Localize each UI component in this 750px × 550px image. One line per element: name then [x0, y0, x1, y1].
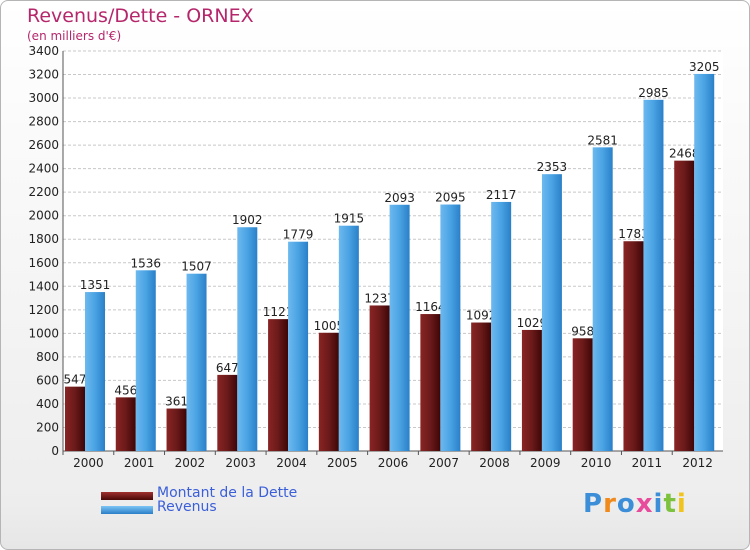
bar-dette-2004 — [268, 319, 289, 451]
bar-dette-2005 — [318, 332, 339, 451]
bar-dette-2003 — [217, 374, 238, 451]
bar-dette-2012 — [674, 160, 695, 451]
y-tick-label-800: 800 — [36, 350, 59, 364]
x-tick-label-2008: 2008 — [479, 456, 510, 470]
chart-subtitle: (en milliers d'€) — [27, 29, 122, 43]
bar-dette-2011 — [623, 241, 644, 451]
data-label-revenus-2010: 2581 — [587, 133, 618, 147]
bar-dette-2000 — [65, 386, 85, 451]
bar-dette-2008 — [471, 322, 492, 451]
x-tick-label-2004: 2004 — [276, 456, 307, 470]
y-tick-label-2200: 2200 — [28, 185, 59, 199]
legend-label-dette: Montant de la Dette — [157, 485, 298, 501]
data-label-dette-2001: 456 — [114, 383, 137, 397]
legend-swatch-revenus — [101, 506, 153, 514]
data-label-revenus-2009: 2353 — [537, 160, 568, 174]
x-tick-label-2002: 2002 — [175, 456, 206, 470]
y-tick-label-1200: 1200 — [28, 303, 59, 317]
y-tick-label-2000: 2000 — [28, 209, 59, 223]
y-tick-label-1000: 1000 — [28, 326, 59, 340]
logo-letter: i — [653, 489, 664, 519]
bar-revenus-2003 — [237, 227, 258, 451]
data-label-revenus-2001: 1536 — [130, 256, 161, 270]
data-label-revenus-2005: 1915 — [334, 212, 365, 226]
proxiti-logo: Proxiti — [583, 489, 687, 519]
data-label-dette-2000: 547 — [64, 373, 87, 387]
y-tick-label-400: 400 — [36, 397, 59, 411]
data-label-dette-2011: 1783 — [618, 227, 649, 241]
y-tick-label-2800: 2800 — [28, 115, 59, 129]
data-label-dette-2006: 1237 — [364, 291, 395, 305]
data-label-dette-2004: 1121 — [263, 305, 294, 319]
data-label-revenus-2011: 2985 — [638, 86, 669, 100]
bar-revenus-2005 — [338, 225, 359, 451]
data-label-revenus-2000: 1351 — [80, 278, 111, 292]
x-tick-label-2009: 2009 — [530, 456, 561, 470]
bar-dette-2006 — [369, 305, 390, 451]
data-label-dette-2008: 1092 — [466, 309, 497, 323]
x-tick-label-2006: 2006 — [378, 456, 409, 470]
x-tick-label-2007: 2007 — [428, 456, 459, 470]
x-tick-label-2010: 2010 — [581, 456, 612, 470]
y-tick-label-3000: 3000 — [28, 91, 59, 105]
y-tick-label-1600: 1600 — [28, 256, 59, 270]
x-tick-label-2011: 2011 — [632, 456, 663, 470]
bar-dette-2002 — [166, 408, 187, 451]
y-tick-label-2600: 2600 — [28, 138, 59, 152]
y-tick-label-1400: 1400 — [28, 279, 59, 293]
bar-revenus-2006 — [389, 204, 410, 451]
logo-letter: i — [676, 489, 687, 519]
bar-dette-2009 — [521, 329, 542, 451]
data-label-dette-2010: 958 — [571, 324, 594, 338]
data-label-revenus-2002: 1507 — [181, 260, 212, 274]
y-tick-label-3200: 3200 — [28, 68, 59, 82]
logo-letter: o — [616, 489, 636, 519]
legend-swatch-dette — [101, 492, 153, 500]
bar-revenus-2008 — [491, 201, 512, 451]
data-label-dette-2003: 647 — [216, 361, 239, 375]
y-tick-label-3400: 3400 — [28, 44, 59, 58]
logo-letter: r — [603, 489, 617, 519]
x-tick-label-2003: 2003 — [225, 456, 256, 470]
data-label-dette-2012: 2468 — [669, 147, 700, 161]
bar-dette-2001 — [115, 397, 136, 451]
data-label-dette-2002: 361 — [165, 395, 188, 409]
data-label-revenus-2006: 2093 — [384, 191, 415, 205]
y-tick-label-600: 600 — [36, 373, 59, 387]
x-tick-label-2012: 2012 — [682, 456, 713, 470]
logo-letter: P — [583, 489, 604, 519]
x-tick-label-2000: 2000 — [73, 456, 104, 470]
legend-label-revenus: Revenus — [157, 499, 217, 515]
data-label-dette-2007: 1164 — [415, 300, 446, 314]
bar-dette-2007 — [420, 314, 441, 451]
y-tick-label-1800: 1800 — [28, 232, 59, 246]
data-label-revenus-2012: 3205 — [689, 60, 720, 74]
bar-revenus-2009 — [541, 174, 562, 452]
data-label-revenus-2007: 2095 — [435, 191, 466, 205]
bar-revenus-2007 — [440, 204, 461, 451]
x-tick-label-2005: 2005 — [327, 456, 358, 470]
chart-title: Revenus/Dette - ORNEX — [27, 5, 254, 27]
data-label-revenus-2008: 2117 — [486, 188, 517, 202]
bar-revenus-2000 — [85, 292, 105, 451]
bar-revenus-2012 — [694, 73, 715, 452]
data-label-revenus-2004: 1779 — [283, 228, 314, 242]
bar-revenus-2004 — [288, 241, 309, 451]
bar-revenus-2011 — [643, 99, 664, 451]
bar-revenus-2002 — [186, 273, 207, 451]
logo-letter: x — [635, 489, 654, 519]
logo-letter: t — [663, 489, 677, 519]
bar-dette-2010 — [572, 338, 593, 451]
y-tick-label-2400: 2400 — [28, 162, 59, 176]
y-tick-label-200: 200 — [36, 420, 59, 434]
data-label-dette-2009: 1029 — [517, 316, 548, 330]
x-tick-label-2001: 2001 — [124, 456, 155, 470]
y-tick-label-0: 0 — [51, 444, 59, 458]
bar-revenus-2010 — [592, 147, 613, 451]
data-label-dette-2005: 1005 — [314, 319, 345, 333]
data-label-revenus-2003: 1902 — [232, 213, 263, 227]
bar-revenus-2001 — [135, 270, 156, 451]
